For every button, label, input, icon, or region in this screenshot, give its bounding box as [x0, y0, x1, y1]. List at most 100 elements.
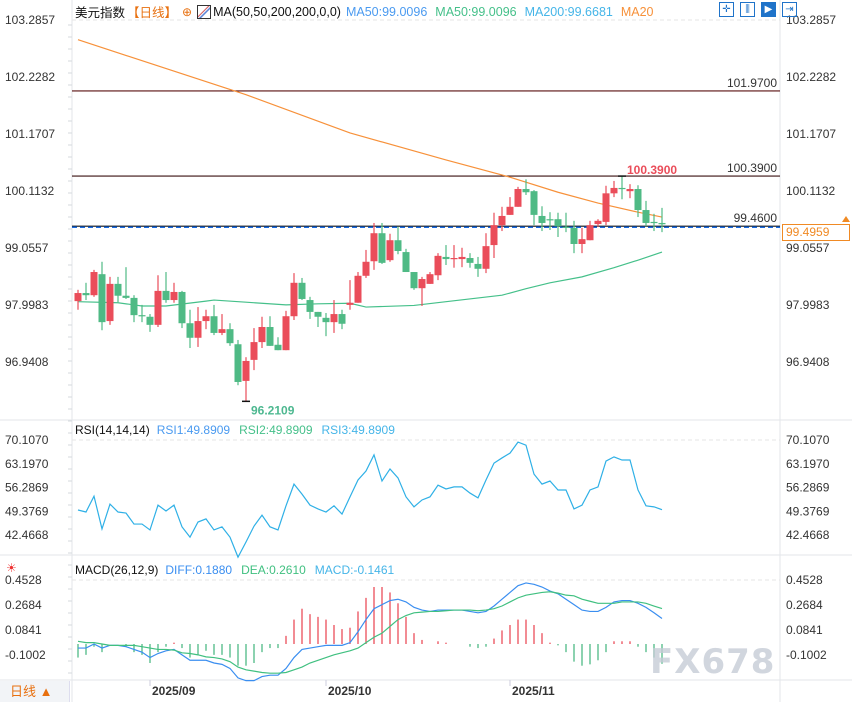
rsi-legend: RSI1:49.8909: [156, 423, 231, 437]
macd-axis-label: 0.2684: [786, 598, 823, 612]
rsi-axis-label: 49.3769: [5, 504, 49, 518]
period-button[interactable]: 日线 ▲: [0, 681, 70, 702]
candle-body: [626, 189, 634, 192]
macd-legend: MACD:-0.1461: [314, 563, 395, 577]
add-indicator-icon[interactable]: ⊕: [182, 4, 193, 19]
candle-body: [618, 187, 626, 190]
candle-body: [514, 189, 522, 207]
candle-body: [466, 258, 474, 263]
macd-axis-label: 0.4528: [786, 573, 823, 587]
candle-body: [658, 222, 666, 225]
ma-legend: MA50:99.0096: [435, 4, 517, 19]
candle-body: [114, 283, 122, 296]
last-price-arrow-icon: [842, 216, 850, 222]
rsi-axis-label: 42.4668: [786, 528, 830, 542]
last-price-label: 99.4959: [782, 224, 850, 241]
candle-body: [410, 272, 418, 289]
candle-body: [578, 239, 586, 244]
ma-params: MA(50,50,200,200,0,0): [213, 4, 341, 19]
macd-title: MACD(26,12,9): [75, 563, 159, 577]
dea-line: [77, 591, 663, 674]
rsi-axis-label: 63.1970: [786, 457, 830, 471]
price-axis-label: 101.1707: [5, 127, 55, 141]
candle-body: [210, 316, 218, 333]
crosshair-icon[interactable]: ✛: [719, 2, 734, 17]
macd-axis-label: 0.4528: [5, 573, 42, 587]
low-price-label: 96.2109: [251, 403, 295, 417]
price-axis-label: 103.2857: [786, 13, 836, 27]
candle-body: [250, 342, 258, 360]
candle-body: [274, 344, 282, 351]
price-axis-label: 101.1707: [786, 127, 836, 141]
candle-body: [586, 225, 594, 241]
instrument-title: 美元指数: [75, 6, 126, 20]
exit-icon[interactable]: ⇥: [782, 2, 797, 17]
candle-body: [458, 256, 466, 260]
candle-body: [434, 255, 442, 276]
candle-body: [426, 274, 434, 284]
bar-range-icon[interactable]: ⫼: [740, 2, 755, 17]
rsi-axis-label: 56.2869: [786, 481, 830, 495]
ma-legend: MA20: [620, 4, 654, 19]
macd-axis-label: -0.1002: [5, 648, 46, 662]
candle-body: [90, 272, 98, 296]
candle-body: [218, 329, 226, 333]
diff-line: [78, 582, 663, 682]
rsi-axis-label: 70.1070: [786, 433, 830, 447]
candle-body: [130, 297, 138, 316]
macd-legend: DEA:0.2610: [241, 563, 306, 577]
candle-body: [562, 226, 570, 228]
candle-body: [554, 219, 562, 227]
macd-axis-label: 0.0841: [786, 623, 823, 637]
indicator-settings-icon[interactable]: ☀: [6, 561, 17, 575]
candle-body: [282, 316, 290, 351]
price-axis-label: 97.9983: [786, 298, 830, 312]
candle-body: [186, 323, 194, 338]
rsi-axis-label: 49.3769: [786, 504, 830, 518]
watermark-logo: FX678: [650, 642, 776, 682]
x-axis-label: 2025/10: [328, 684, 372, 698]
candle-body: [402, 252, 410, 273]
candle-body: [482, 246, 490, 269]
candle-body: [234, 344, 242, 382]
ma-legend: MA200:99.6681: [524, 4, 613, 19]
macd-axis-label: 0.2684: [5, 598, 42, 612]
candle-body: [346, 302, 354, 305]
rsi-axis-label: 70.1070: [5, 433, 49, 447]
candle-body: [642, 210, 650, 223]
period-tag[interactable]: 【日线】: [127, 6, 178, 20]
price-axis-label: 99.0557: [786, 241, 830, 255]
rsi-legend: RSI2:49.8909: [239, 423, 313, 437]
rsi-header: RSI(14,14,14) RSI1:49.8909 RSI2:49.8909 RS…: [75, 423, 395, 437]
price-axis-label: 102.2282: [5, 70, 55, 84]
candle-body: [442, 256, 450, 260]
candle-body: [370, 233, 378, 262]
candle-body: [74, 293, 82, 302]
rsi-line: [77, 441, 663, 559]
candle-body: [394, 240, 402, 251]
ma-indicator-icon[interactable]: [197, 4, 212, 19]
candle-body: [258, 326, 266, 343]
candle-body: [498, 215, 506, 226]
ma-legend: MA50:99.0096: [345, 4, 428, 19]
candle-body: [138, 315, 146, 317]
play-icon[interactable]: ▶: [761, 2, 776, 17]
candle-body: [546, 219, 554, 221]
candle-body: [178, 291, 186, 324]
candle-body: [290, 282, 298, 317]
candle-body: [154, 290, 162, 325]
price-axis-label: 100.1132: [5, 184, 54, 198]
candle-body: [330, 314, 338, 323]
candle-body: [570, 227, 578, 244]
main-header: 美元指数 【日线】 ⊕ MA(50,50,200,200,0,0) MA50:9…: [75, 2, 654, 21]
candle-body: [226, 329, 234, 344]
rsi-title: RSI(14,14,14): [75, 423, 150, 437]
candle-body: [170, 291, 178, 301]
candle-body: [450, 258, 458, 260]
candle-body: [322, 317, 330, 323]
candle-body: [474, 263, 482, 269]
candle-body: [650, 221, 658, 224]
toolbar: ✛ ⫼ ▶ ⇥: [719, 2, 797, 17]
candle-body: [354, 275, 362, 303]
